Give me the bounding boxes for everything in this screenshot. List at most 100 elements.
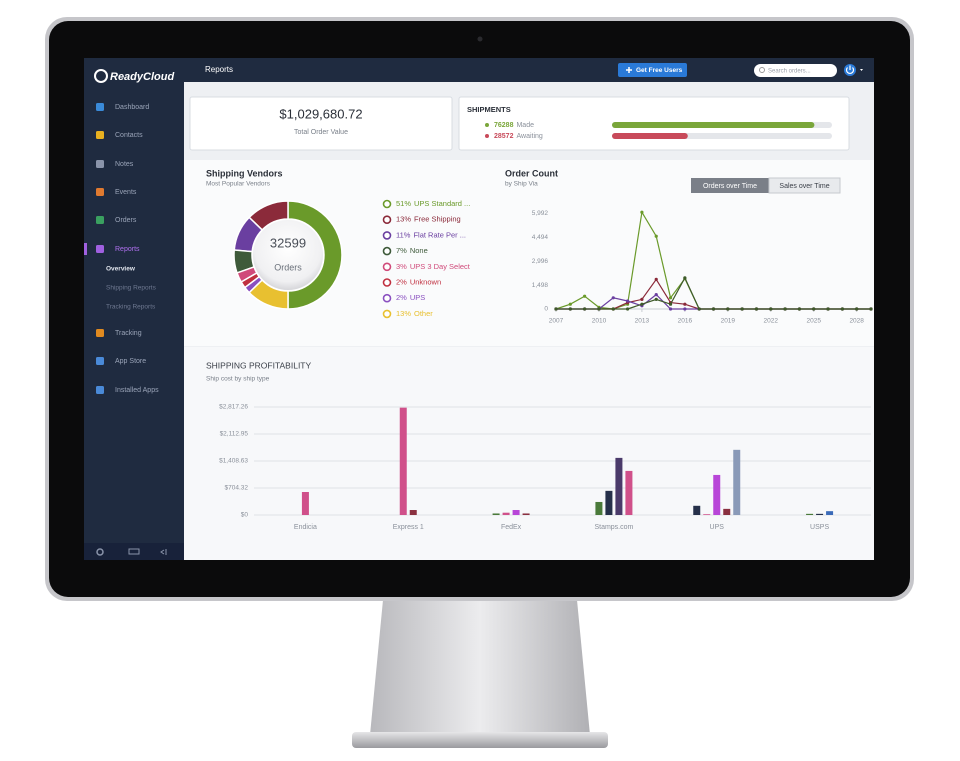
shipment-count: 76288	[494, 122, 514, 129]
y-tick-label: $1,408.63	[219, 458, 248, 465]
total-card	[189, 96, 453, 151]
toggle-label[interactable]: Sales over Time	[779, 183, 829, 190]
x-tick-label: 2016	[678, 318, 693, 325]
toggle-label[interactable]: Orders over Time	[703, 183, 757, 190]
search-placeholder[interactable]: Search orders...	[768, 69, 811, 75]
bar	[806, 513, 814, 515]
data-point	[697, 307, 701, 311]
legend-value: 3%	[396, 262, 407, 271]
nav-subitem[interactable]: Overview	[106, 266, 136, 273]
y-tick-label: 1,498	[532, 282, 549, 289]
x-tick-label: 2028	[849, 318, 864, 325]
data-point	[625, 299, 630, 303]
nav-icon	[96, 160, 104, 168]
nav-item[interactable]: Installed Apps	[115, 387, 159, 394]
search-icon	[759, 67, 765, 73]
data-point	[640, 302, 644, 306]
x-tick-label: 2025	[806, 318, 821, 325]
legend-label: Flat Rate Per ...	[413, 230, 466, 239]
nav-item[interactable]: Events	[115, 189, 137, 196]
y-tick-label: $704.32	[225, 485, 249, 492]
bar	[713, 474, 721, 515]
x-tick-label: USPS	[810, 524, 829, 531]
legend-label: UPS	[410, 293, 425, 302]
legend-marker	[382, 199, 392, 209]
nav-item[interactable]: Dashboard	[115, 104, 149, 111]
bar	[625, 470, 633, 515]
x-tick-label: FedEx	[501, 524, 522, 531]
legend-label: None	[410, 246, 428, 255]
legend-value: 2%	[396, 293, 407, 302]
nav-item[interactable]: Notes	[115, 161, 134, 168]
data-point	[869, 307, 873, 311]
legend-value: 51%	[396, 199, 411, 208]
progress-bar	[612, 133, 688, 139]
data-point	[654, 234, 658, 238]
data-point	[769, 307, 773, 311]
pie-slice	[287, 200, 343, 310]
y-tick-label: $2,112.95	[220, 431, 249, 438]
bar	[693, 505, 701, 515]
pie-title: Shipping Vendors	[206, 168, 283, 178]
plus-icon	[626, 67, 632, 73]
nav-subitem[interactable]: Tracking Reports	[106, 304, 156, 311]
legend-entry: 2% Unknown	[396, 277, 441, 286]
nav-subitem[interactable]: Shipping Reports	[106, 285, 157, 292]
brand-logo	[94, 69, 108, 83]
bar	[301, 492, 309, 515]
settings-icon[interactable]	[96, 548, 104, 556]
bar	[492, 513, 500, 515]
nav-icon	[96, 188, 104, 196]
nav-item[interactable]: Reports	[115, 246, 140, 253]
total-value: $1,029,680.72	[279, 106, 362, 121]
x-tick-label: 2019	[721, 318, 736, 325]
line-subtitle: by Ship Via	[505, 181, 538, 188]
legend-marker	[382, 246, 392, 256]
legend-entry: 7% None	[396, 246, 428, 255]
collapse-icon[interactable]	[160, 549, 167, 555]
legend-value: 2%	[396, 277, 407, 286]
line-title: Order Count	[505, 168, 558, 178]
dropdown-caret[interactable]	[860, 69, 863, 71]
monitor-base	[352, 732, 608, 748]
data-point	[583, 294, 587, 298]
menu-icon[interactable]	[128, 548, 140, 555]
toggle-active[interactable]	[691, 178, 769, 193]
toggle-inactive[interactable]	[768, 177, 841, 194]
status-dot	[485, 123, 489, 127]
shipment-label: Awaiting	[516, 133, 542, 140]
get-free-users-button[interactable]	[618, 63, 687, 77]
monitor-stand	[370, 600, 590, 735]
y-tick-label: 2,996	[532, 258, 549, 265]
nav-item[interactable]: Contacts	[115, 132, 143, 139]
donut-label: Orders	[274, 262, 302, 272]
data-point	[625, 307, 630, 311]
legend-value: 11%	[396, 230, 411, 239]
nav-icon	[96, 216, 104, 224]
x-tick-label: Endicia	[294, 524, 317, 531]
y-tick-label: $2,817.26	[219, 404, 248, 411]
data-point	[568, 307, 572, 311]
bar	[409, 510, 417, 515]
button-label[interactable]: Get Free Users	[636, 67, 683, 74]
power-icon	[845, 65, 855, 74]
data-point	[583, 307, 587, 311]
legend-marker	[382, 215, 392, 224]
y-tick-label: 0	[544, 306, 548, 313]
search-box[interactable]	[754, 64, 837, 77]
profitability-panel	[184, 347, 874, 560]
page-title: Reports	[205, 65, 233, 74]
y-tick-label: 5,992	[532, 210, 549, 217]
bar	[703, 514, 711, 515]
data-point	[683, 302, 687, 306]
data-point	[711, 307, 716, 311]
legend-value: 13%	[396, 309, 411, 318]
legend-label: Unknown	[410, 277, 441, 286]
legend-entry: 11% Flat Rate Per ...	[396, 230, 466, 239]
bar	[816, 513, 824, 515]
nav-item[interactable]: App Store	[115, 358, 146, 365]
nav-item[interactable]: Orders	[115, 217, 137, 224]
data-point	[640, 210, 644, 214]
nav-item[interactable]: Tracking	[115, 330, 142, 337]
